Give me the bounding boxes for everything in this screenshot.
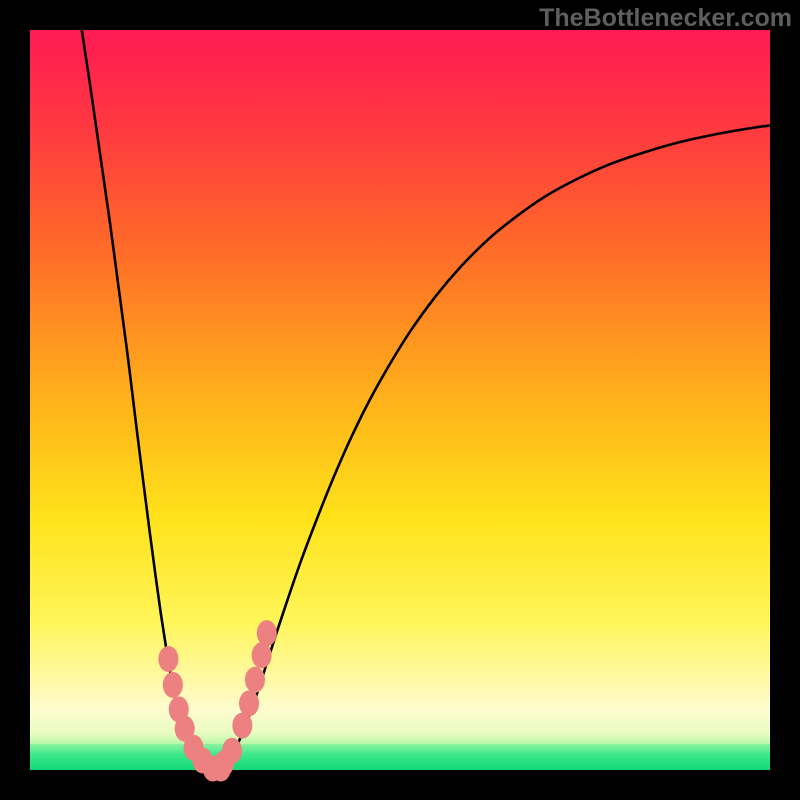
chart-frame: TheBottlenecker.com xyxy=(0,0,800,800)
data-marker xyxy=(163,672,183,698)
bottleneck-curve-svg xyxy=(30,30,770,770)
data-marker xyxy=(245,667,265,693)
curve-right xyxy=(216,125,770,770)
data-marker xyxy=(232,713,252,739)
plot-area xyxy=(30,30,770,770)
watermark-text: TheBottlenecker.com xyxy=(539,4,792,33)
data-marker xyxy=(257,620,277,646)
data-marker xyxy=(158,646,178,672)
curve-left xyxy=(82,30,217,770)
markers-group xyxy=(158,620,276,781)
data-marker xyxy=(239,690,259,716)
data-marker xyxy=(252,642,272,668)
data-marker xyxy=(211,756,231,782)
